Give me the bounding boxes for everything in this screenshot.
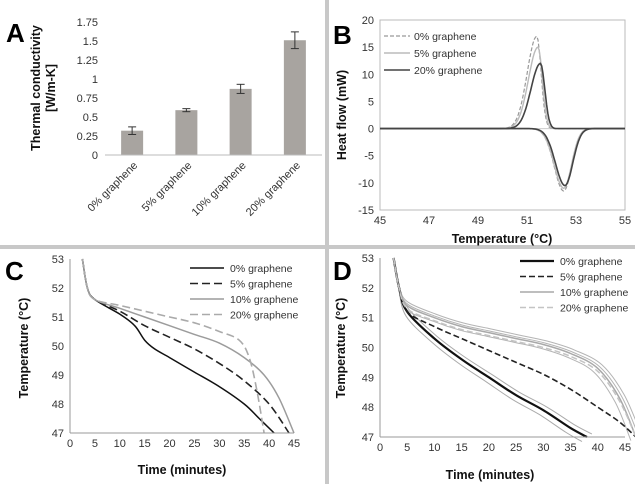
panel-c-xtick-35: 35 [238, 438, 250, 450]
panel-d-ytick-52: 52 [362, 283, 374, 295]
panel-c-ytick-47: 47 [52, 428, 64, 440]
panel-a-ytick-0: 0 [92, 150, 98, 162]
panel-c-ytick-48: 48 [52, 399, 64, 411]
panel-a-ylabel-line1: Thermal conductivity [29, 25, 43, 151]
panel-d-ytick-53: 53 [362, 253, 374, 265]
panel-d-legend-label-10-graphene: 10% graphene [560, 287, 628, 299]
panel-b-xtick-53: 53 [570, 215, 582, 227]
panel-d-ytick-49: 49 [362, 372, 374, 384]
panel-b-ytick-0: 0 [368, 124, 374, 136]
panel-b-xtick-49: 49 [472, 215, 484, 227]
panel-c-ytick-53: 53 [52, 254, 64, 266]
panel-c-xtick-30: 30 [213, 438, 225, 450]
panel-b-xlabel: Temperature (°C) [452, 232, 553, 246]
panel-a-bar-5-graphene [175, 110, 197, 155]
panel-a-ylabel-line2: [W/m-K] [44, 64, 58, 112]
panel-c-xtick-40: 40 [263, 438, 275, 450]
panel-a-bar-20-graphene [284, 40, 306, 155]
panel-label-c: C [5, 256, 24, 286]
panel-c-xtick-0: 0 [67, 438, 73, 450]
panel-b-legend-label-5-graphene: 5% graphene [414, 48, 477, 60]
panel-d-xtick-10: 10 [428, 442, 440, 454]
panel-c-legend-label-5-graphene: 5% graphene [230, 279, 293, 291]
panel-d-xlabel: Time (minutes) [446, 468, 535, 482]
panel-d-legend-label-0-graphene: 0% graphene [560, 256, 623, 268]
panel-d-xtick-25: 25 [510, 442, 522, 454]
panel-b-xtick-45: 45 [374, 215, 386, 227]
panel-a-ytick-0-25: 0.25 [77, 131, 98, 143]
panel-a-ytick-1: 1 [92, 74, 98, 86]
panel-c-ytick-51: 51 [52, 312, 64, 324]
panel-c-xtick-45: 45 [288, 438, 300, 450]
panel-a-ytick-1-25: 1.25 [77, 55, 98, 67]
panel-b-xtick-47: 47 [423, 215, 435, 227]
panel-d-legend-label-5-graphene: 5% graphene [560, 272, 623, 284]
panel-b-legend-label-0-graphene: 0% graphene [414, 31, 477, 43]
panel-c-legend-label-0-graphene: 0% graphene [230, 263, 293, 275]
panel-a-ytick-0-75: 0.75 [77, 93, 98, 105]
panel-c-xtick-15: 15 [139, 438, 151, 450]
panel-d-xtick-30: 30 [537, 442, 549, 454]
panel-d-ytick-48: 48 [362, 402, 374, 414]
panel-c-ylabel: Temperature (°C) [17, 298, 31, 399]
panel-c-legend-label-20-graphene: 20% graphene [230, 310, 298, 322]
panel-d-ytick-50: 50 [362, 343, 374, 355]
panel-b-legend-label-20-graphene: 20% graphene [414, 65, 482, 77]
panel-b-ytick-5: -5 [364, 151, 374, 163]
panel-b-ylabel: Heat flow (mW) [335, 70, 349, 160]
panel-label-d: D [333, 256, 352, 286]
panel-d-ytick-51: 51 [362, 313, 374, 325]
panel-c-xlabel: Time (minutes) [138, 463, 227, 477]
panel-b-xtick-51: 51 [521, 215, 533, 227]
panel-d-xtick-35: 35 [564, 442, 576, 454]
panel-a-ytick-1-5: 1.5 [83, 36, 98, 48]
panel-d-xtick-15: 15 [456, 442, 468, 454]
panel-label-a: A [6, 18, 25, 48]
panel-b-ytick-10: -10 [358, 178, 374, 190]
panel-c-xtick-5: 5 [92, 438, 98, 450]
panel-label-b: B [333, 20, 352, 50]
panel-c-legend-label-10-graphene: 10% graphene [230, 294, 298, 306]
panel-b-ytick-10: 10 [362, 69, 374, 81]
panel-d-xtick-5: 5 [404, 442, 410, 454]
panel-d-xtick-40: 40 [592, 442, 604, 454]
panel-c-ytick-49: 49 [52, 370, 64, 382]
panel-d-xtick-0: 0 [377, 442, 383, 454]
panel-d-xtick-45: 45 [619, 442, 631, 454]
panel-b-ytick-15: -15 [358, 205, 374, 217]
panel-c-xtick-20: 20 [163, 438, 175, 450]
panel-b-xtick-55: 55 [619, 215, 631, 227]
panel-d-legend-label-20-graphene: 20% graphene [560, 303, 628, 315]
panel-a-ytick-1-75: 1.75 [77, 17, 98, 29]
panel-b-ytick-5: 5 [368, 96, 374, 108]
panel-c-xtick-10: 10 [114, 438, 126, 450]
panel-d-ytick-47: 47 [362, 432, 374, 444]
panel-a-ytick-0-5: 0.5 [83, 112, 98, 124]
panel-d-xtick-20: 20 [483, 442, 495, 454]
panel-c-xtick-25: 25 [188, 438, 200, 450]
panel-c-ytick-52: 52 [52, 283, 64, 295]
panel-a-bar-10-graphene [230, 89, 252, 155]
panel-c-ytick-50: 50 [52, 341, 64, 353]
panel-b-ytick-20: 20 [362, 15, 374, 27]
panel-d-ylabel: Temperature (°C) [334, 298, 348, 399]
panel-b-ytick-15: 15 [362, 42, 374, 54]
